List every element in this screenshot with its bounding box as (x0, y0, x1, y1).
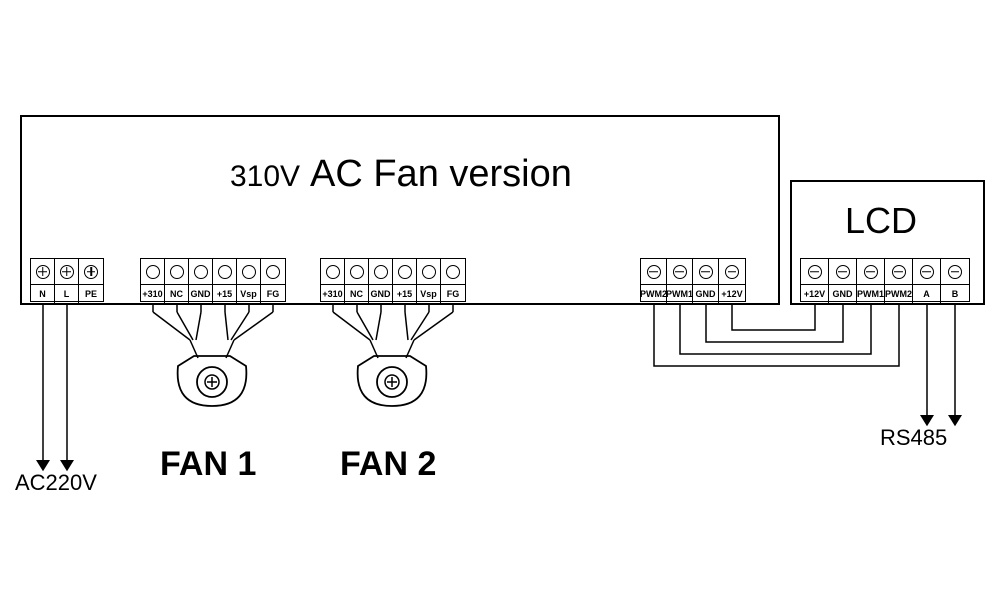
terminal-label: GND (189, 285, 212, 303)
slot-screw-icon (808, 265, 822, 279)
hollow-screw-icon (422, 265, 436, 279)
terminal-label: PWM1 (857, 285, 884, 303)
slot-screw-icon (948, 265, 962, 279)
terminal-label: Vsp (417, 285, 440, 303)
terminal-label: NC (345, 285, 368, 303)
cross-screw-icon (60, 265, 74, 279)
terminal-label: FG (261, 285, 285, 303)
terminal-fan1-nc: NC (165, 259, 189, 303)
terminal-pwm-gnd: GND (693, 259, 719, 303)
terminal-pwm-pwm1: PWM1 (667, 259, 693, 303)
hollow-screw-icon (326, 265, 340, 279)
hollow-screw-icon (242, 265, 256, 279)
terminal-pwm-pwm2: PWM2 (641, 259, 667, 303)
terminal-label: +15 (393, 285, 416, 303)
terminal-fan2-nc: NC (345, 259, 369, 303)
terminal-block-power: NLPE (30, 258, 104, 302)
slot-screw-icon (699, 265, 713, 279)
terminal-label: Vsp (237, 285, 260, 303)
slot-screw-icon (647, 265, 661, 279)
terminal-fan2-+15: +15 (393, 259, 417, 303)
terminal-label: GND (693, 285, 718, 303)
terminal-lcd-b: B (941, 259, 969, 303)
terminal-label: +15 (213, 285, 236, 303)
terminal-block-fan1: +310NCGND+15VspFG (140, 258, 286, 302)
terminal-lcd-pwm2: PWM2 (885, 259, 913, 303)
terminal-label: PE (79, 285, 103, 303)
slot-screw-icon (892, 265, 906, 279)
terminal-label: PWM1 (667, 285, 692, 303)
terminal-fan1-+310: +310 (141, 259, 165, 303)
terminal-label: N (31, 285, 54, 303)
terminal-fan2-vsp: Vsp (417, 259, 441, 303)
title-lcd: LCD (845, 200, 917, 242)
terminal-label: +12V (719, 285, 745, 303)
label-ac220v: AC220V (15, 470, 97, 496)
terminal-label: GND (369, 285, 392, 303)
terminal-power-pe: PE (79, 259, 103, 303)
hollow-screw-icon (218, 265, 232, 279)
title-310v: 310V (230, 160, 300, 194)
wiring-diagram: 310V AC Fan version LCD NLPE+310NCGND+15… (0, 0, 1000, 600)
terminal-label: PWM2 (641, 285, 666, 303)
terminal-power-l: L (55, 259, 79, 303)
terminal-lcd-pwm1: PWM1 (857, 259, 885, 303)
terminal-pwm-+12v: +12V (719, 259, 745, 303)
label-fan1: FAN 1 (160, 445, 256, 484)
terminal-label: +12V (801, 285, 828, 303)
terminal-label: +310 (321, 285, 344, 303)
terminal-fan1-fg: FG (261, 259, 285, 303)
slot-screw-icon (836, 265, 850, 279)
hollow-screw-icon (266, 265, 280, 279)
terminal-label: +310 (141, 285, 164, 303)
terminal-label: A (913, 285, 940, 303)
terminal-label: L (55, 285, 78, 303)
terminal-label: FG (441, 285, 465, 303)
terminal-lcd-+12v: +12V (801, 259, 829, 303)
hollow-screw-icon (194, 265, 208, 279)
terminal-block-pwm: PWM2PWM1GND+12V (640, 258, 746, 302)
terminal-lcd-gnd: GND (829, 259, 857, 303)
terminal-fan2-+310: +310 (321, 259, 345, 303)
slot-screw-icon (673, 265, 687, 279)
terminal-block-lcd: +12VGNDPWM1PWM2AB (800, 258, 970, 302)
hollow-screw-icon (374, 265, 388, 279)
cross-screw-icon (36, 265, 50, 279)
hollow-screw-icon (398, 265, 412, 279)
slot-screw-icon (920, 265, 934, 279)
terminal-label: GND (829, 285, 856, 303)
title-ac-fan-version: AC Fan version (310, 153, 572, 196)
hollow-screw-icon (446, 265, 460, 279)
terminal-fan1-+15: +15 (213, 259, 237, 303)
label-fan2: FAN 2 (340, 445, 436, 484)
terminal-fan2-gnd: GND (369, 259, 393, 303)
hollow-screw-icon (146, 265, 160, 279)
label-rs485: RS485 (880, 425, 947, 451)
terminal-label: NC (165, 285, 188, 303)
slot-screw-icon (864, 265, 878, 279)
hollow-screw-icon (350, 265, 364, 279)
slot-screw-icon (725, 265, 739, 279)
terminal-label: B (941, 285, 969, 303)
terminal-block-fan2: +310NCGND+15VspFG (320, 258, 466, 302)
cross-screw-icon (84, 265, 98, 279)
terminal-label: PWM2 (885, 285, 912, 303)
terminal-power-n: N (31, 259, 55, 303)
terminal-fan1-vsp: Vsp (237, 259, 261, 303)
terminal-lcd-a: A (913, 259, 941, 303)
terminal-fan2-fg: FG (441, 259, 465, 303)
hollow-screw-icon (170, 265, 184, 279)
terminal-fan1-gnd: GND (189, 259, 213, 303)
